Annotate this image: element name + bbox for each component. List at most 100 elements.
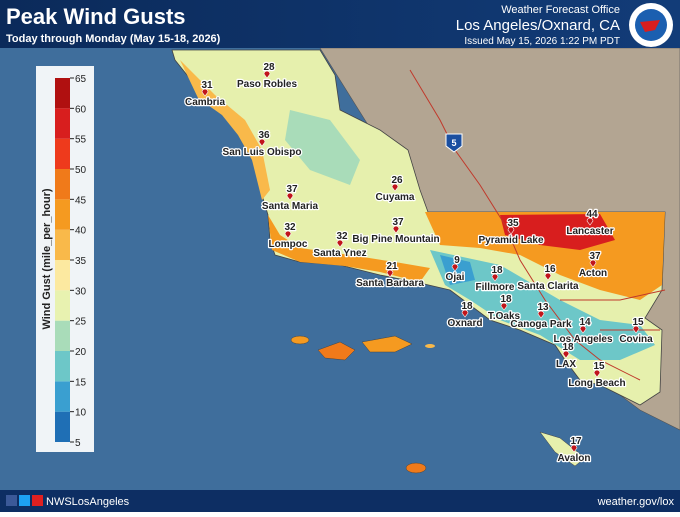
city-name: Pyramid Lake: [478, 235, 543, 246]
tick-label: 65: [75, 74, 87, 85]
city-name: Santa Maria: [262, 201, 319, 212]
city-marker: [544, 272, 552, 281]
gust-value: 18: [461, 301, 473, 312]
gust-value: 13: [537, 302, 549, 313]
tick-label: 15: [75, 377, 87, 388]
tick-label: 10: [75, 408, 87, 419]
nws-logo: [640, 20, 660, 32]
color-band: [55, 381, 70, 412]
gust-value: 21: [386, 261, 398, 272]
city-marker: [286, 192, 294, 201]
gust-value: 44: [586, 209, 598, 220]
color-band: [55, 290, 70, 321]
city-marker: [263, 70, 271, 79]
city-marker: [461, 309, 469, 318]
tick-label: 5: [75, 438, 81, 449]
tick-label: 60: [75, 104, 87, 115]
city-marker: [500, 302, 508, 311]
city-marker: [632, 325, 640, 334]
legend-title: Wind Gust (mile_per_hour): [41, 188, 53, 329]
city-marker: [391, 183, 399, 192]
city-marker: [589, 259, 597, 268]
city-marker: [579, 325, 587, 334]
city-name: San Luis Obispo: [223, 147, 302, 158]
footer-bar: [0, 490, 680, 512]
gust-value: 37: [589, 251, 601, 262]
color-band: [55, 351, 70, 382]
interstate-shield: [445, 133, 463, 153]
city-marker: [201, 88, 209, 97]
gust-value: 17: [570, 436, 582, 447]
island: [317, 341, 356, 361]
location: Los Angeles/Oxnard, CA: [456, 17, 620, 34]
island: [361, 335, 413, 353]
city-name: Oxnard: [447, 318, 482, 329]
gust-value: 18: [500, 294, 512, 305]
gust-value: 36: [258, 130, 270, 141]
city-name: Santa Barbara: [356, 278, 424, 289]
highway: [560, 289, 666, 381]
city-marker: [336, 239, 344, 248]
tick-label: 50: [75, 165, 87, 176]
gust-value: 32: [284, 222, 296, 233]
city-name: Big Pine Mountain: [352, 234, 439, 245]
gust-value: 18: [562, 342, 574, 353]
youtube-icon[interactable]: [32, 495, 43, 506]
gust-value: 37: [286, 184, 298, 195]
city-marker: [507, 226, 515, 235]
color-band: [55, 260, 70, 291]
island: [539, 431, 586, 467]
city-marker: [392, 225, 400, 234]
gust-shading: [500, 214, 615, 250]
interstate-number: 5: [451, 138, 456, 148]
gust-value: 14: [579, 317, 591, 328]
city-marker: [491, 273, 499, 282]
tick-label: 45: [75, 195, 87, 206]
tick-label: 40: [75, 226, 87, 237]
island: [405, 462, 427, 474]
city-name: Santa Ynez: [313, 248, 366, 259]
city-marker: [386, 269, 394, 278]
gust-value: 28: [263, 62, 275, 73]
color-band: [55, 320, 70, 351]
city-name: Canoga Park: [510, 319, 572, 330]
city-marker: [258, 138, 266, 147]
city-name: Avalon: [558, 453, 591, 464]
office: Weather Forecast Office: [501, 4, 620, 16]
city-marker: [284, 230, 292, 239]
city-name: Covina: [619, 334, 653, 345]
legend: Wind Gust (mile_per_hour) 5 10 15 20 25 30 35 4…: [36, 66, 94, 452]
gust-value: 26: [391, 175, 403, 186]
color-band: [55, 138, 70, 169]
color-band: [55, 169, 70, 200]
gust-value: 16: [544, 264, 556, 275]
color-band: [55, 78, 70, 109]
city-marker: [570, 444, 578, 453]
city-name: Santa Clarita: [517, 281, 579, 292]
social-handle[interactable]: NWSLosAngeles: [46, 496, 130, 508]
city-marker: [562, 350, 570, 359]
subtitle: Today through Monday (May 15-18, 2026): [6, 33, 221, 45]
city-name: Cambria: [185, 97, 225, 108]
city-name: Cuyama: [376, 192, 415, 203]
city-name: Fillmore: [476, 282, 515, 293]
gust-value: 31: [201, 80, 213, 91]
facebook-icon[interactable]: [6, 495, 17, 506]
tick-label: 35: [75, 256, 87, 267]
website[interactable]: weather.gov/lox: [597, 496, 675, 508]
title: Peak Wind Gusts: [6, 4, 186, 29]
island: [290, 335, 310, 345]
city-name: LAX: [556, 359, 576, 370]
gust-shading: [285, 110, 360, 185]
city-marker: [451, 263, 459, 272]
city-marker: [593, 369, 601, 378]
city-name: Lompoc: [269, 239, 308, 250]
gust-value: 15: [632, 317, 644, 328]
color-band: [55, 229, 70, 260]
twitter-icon[interactable]: [19, 495, 30, 506]
gust-shading: [430, 250, 655, 360]
header-bar: [0, 0, 680, 48]
city-marker: [537, 310, 545, 319]
highway: [409, 69, 576, 341]
